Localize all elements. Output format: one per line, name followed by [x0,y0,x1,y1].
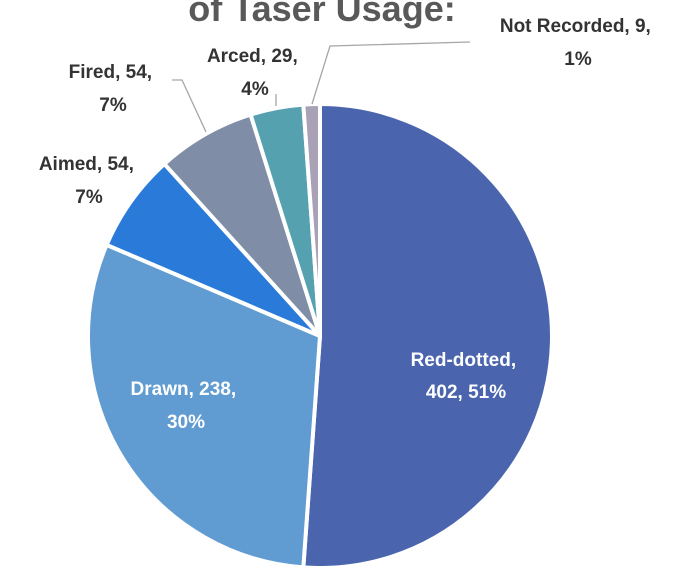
leader-line-not-recorded [312,42,470,104]
leader-line-fired [172,80,206,132]
data-label-fired: Fired, 54, 7% [69,62,158,116]
pie-slice-red-dotted [303,104,552,566]
data-label-arced: Arced, 29, 4% [207,46,303,100]
chart-title: of Taser Usage: [188,0,455,29]
pie-slices [88,104,552,566]
data-label-aimed: Aimed, 54, 7% [39,154,139,208]
data-label-not-recorded: Not Recorded, 9, 1% [500,16,656,70]
